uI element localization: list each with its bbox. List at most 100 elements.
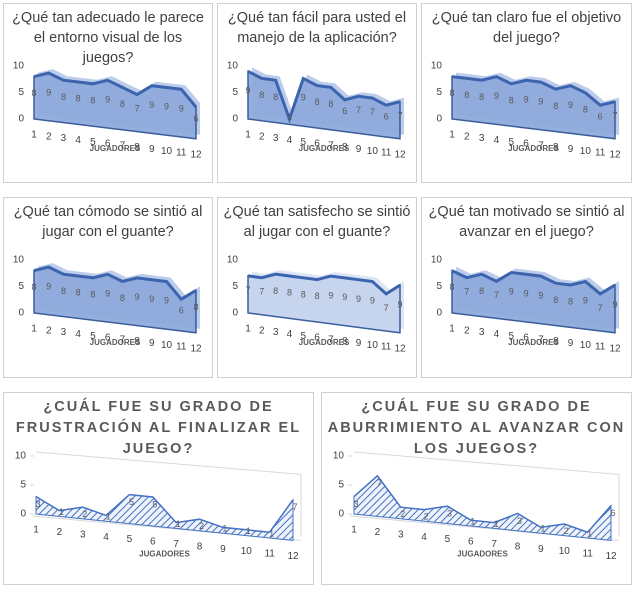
x-tick-label: 2 (464, 131, 470, 142)
value-label: 1 (494, 519, 499, 529)
x-tick-label: 8 (197, 541, 203, 552)
value-label: 5 (152, 499, 157, 509)
value-label: 8 (301, 289, 306, 299)
value-label: 9 (370, 296, 375, 306)
x-tick-label: 8 (134, 142, 140, 153)
value-label: 8 (583, 104, 588, 114)
x-tick-label: 5 (445, 534, 451, 545)
x-tick-label: 9 (538, 544, 544, 555)
x-tick-label: 10 (580, 146, 592, 157)
area-top (451, 269, 616, 296)
x-tick-label: 2 (464, 325, 470, 336)
value-label: 1 (587, 528, 592, 538)
area-top (451, 75, 616, 107)
value-label: 7 (464, 287, 469, 297)
chart-panel: 0 5 10 3 7 2 2 3 1 1 3 1 2 1 6 1 2 3 4 5 6 7 8 9 10 11 12 JUGADORES… (321, 392, 632, 585)
x-tick-label: 1 (31, 324, 37, 335)
value-label: 9 (356, 294, 361, 304)
x-tick-label: 6 (105, 333, 111, 344)
x-tick-label: 8 (515, 541, 521, 552)
value-label: 9 (583, 296, 588, 306)
x-axis-label: JUGADORES (299, 144, 350, 153)
y-tick-label: 10 (227, 61, 239, 72)
value-label: 7 (259, 287, 264, 297)
y-tick-label: 10 (333, 451, 345, 462)
back-wall (353, 451, 620, 537)
value-label: 8 (315, 291, 320, 301)
x-tick-label: 3 (80, 529, 86, 540)
x-tick-label: 1 (33, 525, 39, 536)
x-tick-label: 5 (90, 137, 96, 148)
value-label: 8 (90, 289, 95, 299)
value-label: 8 (315, 97, 320, 107)
value-label: 8 (273, 286, 278, 296)
value-label: 8 (31, 88, 36, 98)
x-tick-label: 12 (605, 551, 617, 562)
x-tick-label: 6 (523, 139, 529, 150)
chart-panel: 0 5 10 3 1 2 1 5 5 1 2 1 1 1 7 1 2 3 4 5 6 7 8 9 10 11 12 JUGADORES… (3, 392, 314, 585)
chart-title: ¿Qué tan fácil para usted el manejo de l… (227, 10, 407, 46)
value-label: 9 (105, 95, 110, 105)
value-label: 8 (61, 92, 66, 102)
back-wall (35, 451, 302, 537)
value-label: 8 (553, 295, 558, 305)
value-label: 1 (59, 507, 64, 517)
x-tick-label: 4 (75, 135, 81, 146)
x-tick-label: 4 (494, 135, 500, 146)
value-label: 6 (384, 111, 389, 121)
x-tick-label: 1 (245, 130, 251, 141)
x-tick-label: 3 (479, 327, 485, 338)
x-tick-label: 3 (61, 133, 67, 144)
value-label: 9 (46, 87, 51, 97)
y-tick-label: 10 (227, 255, 239, 266)
x-tick-label: 9 (568, 338, 574, 349)
value-label: 7 (494, 290, 499, 300)
value-label: 8 (328, 99, 333, 109)
area (353, 475, 612, 541)
x-tick-label: 8 (342, 142, 348, 153)
x-tick-label: 12 (394, 149, 406, 160)
x-axis-label: JUGADORES (299, 338, 350, 347)
x-tick-label: 5 (508, 331, 514, 342)
x-axis-label: JUGADORES (508, 338, 559, 347)
y-tick-label: 5 (232, 87, 238, 98)
value-label: 2 (199, 521, 204, 531)
x-tick-label: 2 (57, 527, 63, 538)
x-tick-label: 5 (300, 331, 306, 342)
chart-title: ¿CUÁL FUE SU GRADO DE ABURRIMIENTO AL AV… (327, 399, 626, 457)
x-tick-label: 7 (173, 539, 179, 550)
x-tick-label: 2 (259, 131, 265, 142)
value-label: 2 (564, 526, 569, 536)
x-tick-label: 11 (381, 342, 392, 353)
y-tick-label: 5 (18, 281, 24, 292)
chart-panel: 0 5 10 8 7 8 7 9 9 9 8 8 9 7 9 1 2 3 4 5 6 7 8 9 10 11 12 JUGADORES… (421, 197, 632, 378)
area (35, 494, 294, 541)
value-label: 7 (598, 303, 603, 313)
x-tick-label: 9 (568, 144, 574, 155)
x-tick-label: 5 (300, 137, 306, 148)
value-label: 8 (449, 88, 454, 98)
x-tick-label: 5 (90, 331, 96, 342)
value-label: 9 (135, 292, 140, 302)
x-tick-label: 2 (375, 527, 381, 538)
value-label: 8 (76, 288, 81, 298)
value-label: 6 (610, 508, 615, 518)
chart-title: ¿Qué tan claro fue el objetivo del juego… (431, 10, 622, 46)
x-tick-label: 1 (245, 324, 251, 335)
chart-title: ¿Qué tan satisfecho se sintió al jugar c… (223, 204, 411, 240)
x-tick-label: 10 (367, 340, 379, 351)
y-tick-label: 10 (13, 255, 25, 266)
value-label: 7 (370, 107, 375, 117)
y-tick-label: 10 (431, 255, 443, 266)
x-tick-label: 12 (287, 551, 299, 562)
x-tick-label: 10 (161, 340, 173, 351)
y-tick-label: 0 (18, 308, 24, 319)
value-label: 7 (377, 478, 382, 488)
area-top (33, 265, 197, 302)
value-label: 1 (540, 524, 545, 534)
y-tick-label: 10 (431, 61, 443, 72)
value-label: 9 (328, 290, 333, 300)
x-tick-label: 10 (559, 546, 571, 557)
